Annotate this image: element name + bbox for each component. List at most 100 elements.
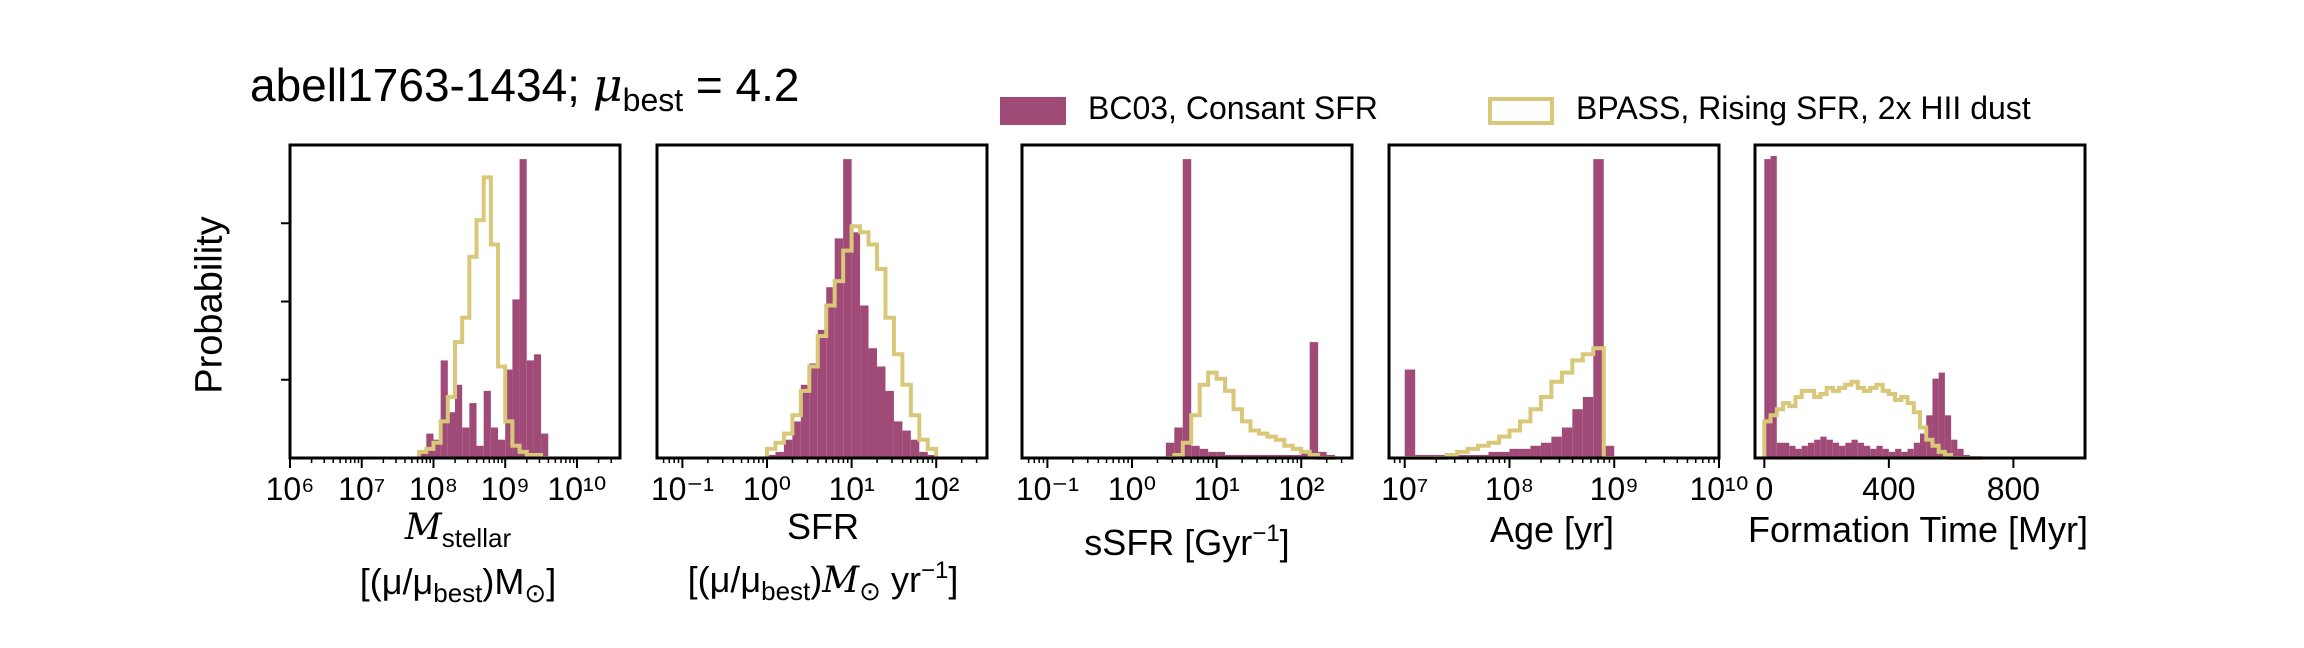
bar-bc03 <box>433 439 441 458</box>
bar-bc03 <box>1851 439 1858 458</box>
bar-bc03 <box>1603 445 1615 458</box>
bar-bc03 <box>1951 439 1958 458</box>
bar-bc03 <box>1776 442 1784 458</box>
bar-bc03 <box>1895 448 1902 458</box>
x-label-sfr: SFR [(μ/μbest)M⊙ yr−1] <box>687 506 959 606</box>
legend-swatch-filled <box>1000 96 1066 125</box>
bar-bc03 <box>1801 445 1808 458</box>
legend-item-bc03: BC03, Consant SFR <box>1000 90 1378 127</box>
bar-bc03 <box>1795 448 1802 458</box>
bar-bc03 <box>885 390 894 458</box>
bar-bc03 <box>419 451 427 458</box>
bar-bc03 <box>447 412 455 458</box>
bar-bc03 <box>1839 445 1846 458</box>
bar-bc03 <box>860 305 869 458</box>
step-bpass <box>1762 379 1983 460</box>
bar-bc03 <box>1174 427 1183 458</box>
legend-item-bpass: BPASS, Rising SFR, 2x HII dust <box>1488 90 2031 127</box>
step-bpass <box>1404 346 1615 460</box>
x-tick-label: 10¹⁰ <box>1689 471 1748 507</box>
bar-bc03 <box>1863 445 1871 458</box>
bar-bc03 <box>1182 159 1192 458</box>
bar-bc03 <box>1540 442 1552 458</box>
bar-bc03 <box>1216 451 1226 458</box>
bar-bc03 <box>1233 454 1242 458</box>
bar-bc03 <box>1820 436 1827 458</box>
bar-bc03 <box>1957 448 1964 458</box>
bar-bc03 <box>1457 454 1468 458</box>
bar-bc03 <box>1593 159 1604 458</box>
bar-bc03 <box>498 439 506 458</box>
bar-bc03 <box>462 427 470 458</box>
bar-bc03 <box>1165 442 1175 458</box>
legend-swatch-step <box>1488 96 1554 125</box>
bar-bc03 <box>1551 436 1562 458</box>
bar-bc03 <box>1926 415 1933 458</box>
x-label-formation: Formation Time [Myr] <box>1747 509 2089 550</box>
bar-bc03 <box>1478 454 1489 458</box>
bar-bc03 <box>1913 442 1920 458</box>
bar-bc03 <box>919 451 928 458</box>
axes-frame <box>1020 143 1354 460</box>
bar-bc03 <box>469 403 477 458</box>
bar-bc03 <box>426 433 434 458</box>
x-tick-label: 10⁹ <box>481 471 530 507</box>
bar-bc03 <box>1499 451 1510 458</box>
x-tick-label: 10⁻¹ <box>1016 471 1079 507</box>
bar-bc03 <box>1876 445 1883 458</box>
bar-bc03 <box>834 238 844 458</box>
bar-bc03 <box>505 369 513 458</box>
bar-bc03 <box>767 454 776 458</box>
bar-bc03 <box>1404 369 1416 458</box>
bar-bc03 <box>1309 342 1319 458</box>
bar-bc03 <box>1870 448 1877 458</box>
bar-bc03 <box>792 421 801 458</box>
bar-bc03 <box>1789 445 1796 458</box>
bar-bc03 <box>1488 451 1499 458</box>
bar-bc03 <box>490 427 499 458</box>
bar-bc03 <box>1208 451 1217 458</box>
bar-bc03 <box>1832 442 1840 458</box>
bar-bc03 <box>533 354 542 458</box>
bar-bc03 <box>1764 159 1771 458</box>
bar-bc03 <box>1944 415 1952 458</box>
bar-bc03 <box>826 287 835 458</box>
x-label-ssfr: sSFR [Gyr−1] <box>1084 520 1290 563</box>
bar-bc03 <box>1467 454 1479 458</box>
bar-bc03 <box>783 439 793 458</box>
bar-bc03 <box>1770 156 1777 459</box>
x-tick-label: 10⁸ <box>409 471 458 507</box>
axes-frame <box>655 143 989 460</box>
bar-bc03 <box>1907 448 1914 458</box>
bar-bc03 <box>1888 451 1896 458</box>
panel-ssfr: 10⁻¹ 10⁰ 10¹ 10² <box>1016 143 1354 507</box>
bar-bc03 <box>483 390 491 458</box>
step-bpass <box>765 224 939 458</box>
bar-bc03 <box>541 433 549 458</box>
y-axis-label: Probability <box>188 216 231 394</box>
bar-bc03 <box>1901 451 1908 458</box>
bar-bc03 <box>1783 442 1790 458</box>
bar-bc03 <box>1932 378 1939 458</box>
bar-bc03 <box>809 363 818 458</box>
bar-bc03 <box>526 360 534 458</box>
bar-bc03 <box>1199 448 1209 458</box>
bar-bc03 <box>1920 433 1927 458</box>
bar-bc03 <box>1582 397 1594 458</box>
bar-bc03 <box>512 299 520 458</box>
bar-bc03 <box>893 421 903 458</box>
bar-bc03 <box>1807 442 1815 458</box>
bar-bc03 <box>1250 454 1259 458</box>
x-tick-label: 0 <box>1755 471 1773 507</box>
step-bpass <box>1165 370 1336 460</box>
bar-bc03 <box>1938 372 1945 458</box>
bar-bc03 <box>1530 445 1541 458</box>
x-tick-label: 10² <box>1278 471 1325 507</box>
bar-bc03 <box>1292 454 1302 458</box>
bar-bc03 <box>1267 454 1276 458</box>
x-tick-label: 10² <box>913 471 960 507</box>
x-tick-label: 400 <box>1862 471 1915 507</box>
axes-frame <box>1753 143 2087 460</box>
bar-bc03 <box>843 159 852 458</box>
bar-bc03 <box>775 451 784 458</box>
